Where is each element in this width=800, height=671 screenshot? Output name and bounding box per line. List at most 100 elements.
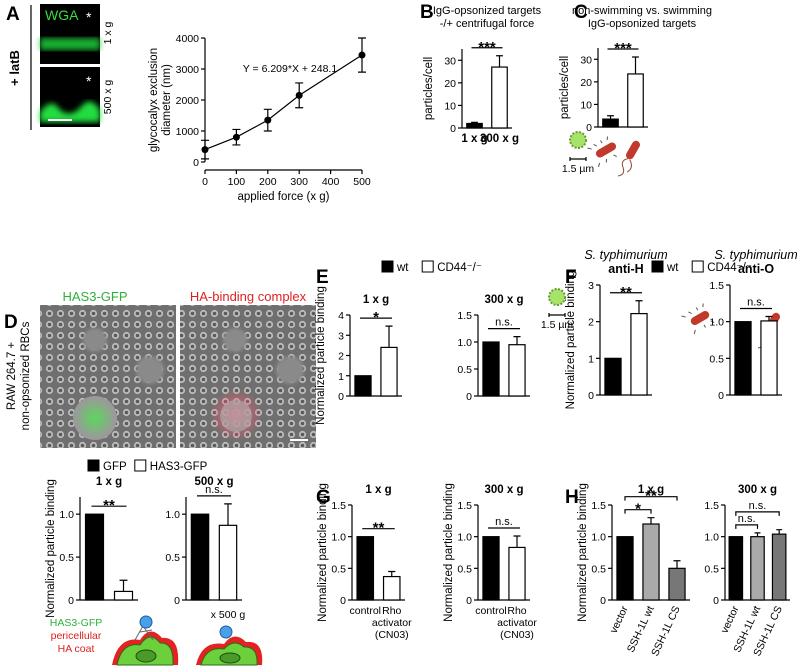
- x-tick-label: 300: [290, 176, 308, 188]
- y-tick-label: 1.0: [457, 532, 472, 544]
- y-axis-label: particles/cell: [423, 57, 435, 120]
- bar: [382, 575, 401, 601]
- fit-annotation: Y = 6.209*X + 248.1: [243, 63, 338, 75]
- sig-bracket: [735, 524, 759, 529]
- y-axis-label: Normalized particle binding: [443, 483, 455, 622]
- sig-label: n.s.: [205, 484, 223, 496]
- asterisk: *: [86, 9, 92, 25]
- y-axis-label: diameter (nm): [161, 64, 173, 136]
- y-tick-label: 0: [713, 595, 719, 607]
- point: [264, 116, 272, 124]
- sig-bracket: [624, 496, 678, 501]
- bar: [482, 341, 500, 397]
- sig-label: **: [620, 284, 632, 301]
- x-tick-label: 100: [228, 176, 246, 188]
- bead: [569, 131, 587, 149]
- x-tick-label: 1 x g: [461, 133, 487, 145]
- particle: [219, 625, 233, 639]
- y-tick-label: 1.0: [165, 509, 180, 521]
- y-axis-label: Normalized particle binding: [315, 286, 327, 425]
- error-bar: [673, 560, 681, 569]
- y-tick-label: 0: [174, 595, 180, 607]
- y-tick-label: 1.5: [709, 280, 724, 292]
- legend-swatch: [134, 459, 147, 472]
- error-bar: [388, 570, 396, 577]
- y-tick-label: 2000: [176, 95, 200, 107]
- y-tick-label: 0: [588, 390, 594, 402]
- chart-title: 300 x g: [485, 484, 524, 496]
- y-tick-label: 0.5: [59, 552, 74, 564]
- error-bar: [385, 325, 393, 348]
- cell-label: RAW 264.7 +: [6, 342, 18, 411]
- sig-bracket: [735, 511, 780, 516]
- bead: [548, 288, 566, 306]
- y-axis-label: Normalized particle binding: [565, 271, 577, 410]
- y-tick-label: 0: [338, 391, 344, 403]
- panel-letter: E: [316, 267, 329, 288]
- point: [201, 146, 209, 154]
- bar: [380, 346, 398, 397]
- error-bar: [513, 336, 521, 345]
- channel-label: HA-binding complex: [190, 289, 307, 304]
- y-tick-label: 0.5: [591, 563, 606, 575]
- y-tick-label: 30: [580, 54, 592, 66]
- y-tick-label: 1.0: [704, 532, 719, 544]
- y-tick-label: 10: [580, 99, 592, 111]
- sig-label: n.s.: [495, 516, 513, 528]
- chart-title: IgG-opsonized targets: [433, 5, 542, 17]
- y-tick-label: 1.5: [457, 310, 472, 322]
- y-axis-label: Normalized particle binding: [317, 483, 329, 622]
- x-tick-label: Rho activator (CN03): [497, 605, 537, 641]
- y-tick-label: 1.0: [709, 317, 724, 329]
- wga-band: [40, 38, 100, 50]
- bar: [508, 546, 526, 601]
- panel-letter: A: [6, 4, 20, 25]
- y-tick-label: 20: [444, 78, 456, 90]
- sig-label: n.s.: [749, 500, 767, 512]
- y-tick-label: 0.5: [457, 364, 472, 376]
- y-tick-label: 0.5: [709, 353, 724, 365]
- chart-title: 1 x g: [363, 294, 389, 306]
- cell-schematic: HAS3-GFP pericellular HA coat x 500 g: [50, 609, 263, 666]
- y-tick-label: 0.5: [331, 563, 346, 575]
- y-tick-label: 3000: [176, 64, 200, 76]
- bar: [508, 344, 526, 397]
- x-tick-label: vector: [719, 604, 742, 635]
- legend-label: wt: [666, 262, 679, 274]
- bar: [190, 513, 210, 601]
- sig-label: **: [373, 520, 385, 537]
- panel-letter: H: [565, 487, 579, 508]
- wga-images: + latB WGA * * 1 x g 500 x g: [7, 4, 114, 130]
- bacterium: [690, 311, 710, 325]
- sig-label: *: [635, 501, 641, 518]
- x-tick-label: control: [349, 605, 381, 617]
- y-axis-label: Normalized particle binding: [577, 483, 589, 622]
- legend-label: CD44⁻/⁻: [437, 262, 482, 274]
- x-tick-label: control: [475, 605, 507, 617]
- bar: [602, 118, 619, 128]
- bar: [466, 122, 483, 129]
- rbc-images: HAS3-GFP HA-binding complex RAW 264.7 + …: [6, 289, 316, 448]
- panel-letter: F: [565, 267, 577, 288]
- bar: [84, 513, 105, 601]
- chart-title: non-swimming vs. swimming: [572, 5, 712, 17]
- chart-title: -/+ centrifugal force: [440, 18, 534, 30]
- y-tick-label: 0: [68, 595, 74, 607]
- chart-title: anti-O: [738, 262, 774, 276]
- x-tick-label: 200: [259, 176, 277, 188]
- bar: [771, 533, 787, 601]
- y-tick-label: 1.5: [331, 500, 346, 512]
- y-tick-label: 1.0: [59, 509, 74, 521]
- y-tick-label: 2: [588, 317, 594, 329]
- asterisk: *: [86, 73, 92, 89]
- y-tick-label: 30: [444, 55, 456, 67]
- legend-label: GFP: [103, 461, 127, 473]
- chart-title: IgG-opsonized targets: [588, 18, 697, 30]
- nucleus: [219, 652, 241, 664]
- chart-title: 1 x g: [638, 484, 664, 496]
- y-tick-label: 4: [338, 310, 344, 322]
- y-tick-label: 1.5: [704, 500, 719, 512]
- y-tick-label: 3: [588, 280, 594, 292]
- y-tick-label: 0: [718, 390, 724, 402]
